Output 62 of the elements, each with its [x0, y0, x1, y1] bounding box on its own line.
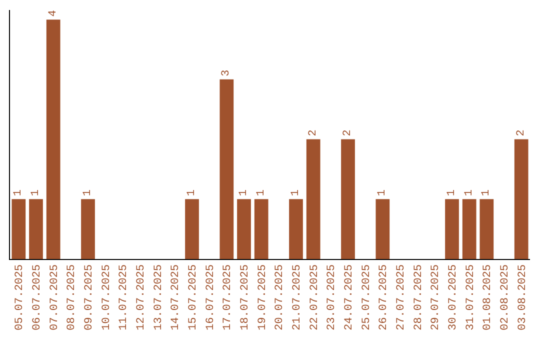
bar: [376, 199, 390, 259]
bar: [185, 199, 199, 259]
x-tick-label: 02.08.2025: [500, 264, 512, 330]
x-tick-label: 28.07.2025: [412, 264, 425, 330]
bar: [306, 139, 320, 259]
x-tick-label: 07.07.2025: [48, 264, 61, 330]
data-label: 1: [238, 189, 250, 196]
x-tick-label: 12.07.2025: [136, 264, 148, 330]
x-tick-label: 20.07.2025: [274, 264, 286, 330]
x-tick-label: 23.07.2025: [326, 264, 338, 330]
x-tick-label: 08.07.2025: [66, 264, 78, 330]
data-label: 1: [12, 189, 25, 196]
x-tick-label: 27.07.2025: [396, 264, 408, 330]
bar: [254, 199, 268, 259]
bar: [480, 199, 494, 259]
x-tick-label: 15.07.2025: [188, 264, 200, 330]
data-label: 4: [47, 10, 60, 17]
x-tick-label: 03.08.2025: [516, 264, 529, 330]
bar: [12, 199, 26, 259]
x-tick-label: 18.07.2025: [240, 264, 252, 330]
bar: [341, 139, 355, 259]
bar: [220, 79, 234, 259]
bar: [29, 199, 43, 259]
data-label: 1: [376, 189, 389, 196]
x-tick-label: 13.07.2025: [152, 264, 165, 330]
x-tick-label: 05.07.2025: [14, 264, 26, 330]
data-label: 3: [220, 70, 233, 76]
x-tick-label: 17.07.2025: [222, 264, 234, 330]
x-tick-label: 29.07.2025: [430, 264, 442, 330]
data-label: 1: [82, 189, 94, 196]
bar: [462, 199, 476, 259]
data-label: 2: [515, 130, 528, 136]
x-tick-label: 26.07.2025: [378, 264, 390, 330]
data-label: 1: [290, 189, 302, 196]
x-tick-label: 19.07.2025: [256, 264, 269, 330]
data-label: 1: [30, 189, 42, 196]
x-tick-label: 31.07.2025: [464, 264, 477, 330]
x-tick-label: 24.07.2025: [344, 264, 356, 330]
data-label: 1: [186, 189, 198, 196]
data-label: 1: [255, 189, 268, 196]
data-label: 1: [463, 189, 476, 196]
bar: [514, 139, 528, 259]
x-tick-label: 16.07.2025: [204, 264, 217, 330]
x-tick-label: 09.07.2025: [84, 264, 96, 330]
bar: [46, 20, 60, 259]
x-tick-label: 11.07.2025: [118, 264, 130, 330]
x-tick-label: 21.07.2025: [292, 264, 304, 330]
data-label: 2: [342, 130, 354, 136]
data-label: 2: [307, 130, 320, 136]
bar: [289, 199, 303, 259]
x-tick-label: 06.07.2025: [32, 264, 44, 330]
bar: [237, 199, 251, 259]
x-tick-label: 25.07.2025: [360, 264, 373, 330]
bar: [81, 199, 95, 259]
data-label: 1: [446, 189, 458, 196]
x-tick-label: 30.07.2025: [448, 264, 460, 330]
x-tick-label: 10.07.2025: [100, 264, 113, 330]
x-tick-label: 14.07.2025: [170, 264, 182, 330]
bar: [445, 199, 459, 259]
x-tick-label: 01.08.2025: [482, 264, 494, 330]
data-label: 1: [480, 189, 493, 196]
x-tick-label: 22.07.2025: [308, 264, 321, 330]
